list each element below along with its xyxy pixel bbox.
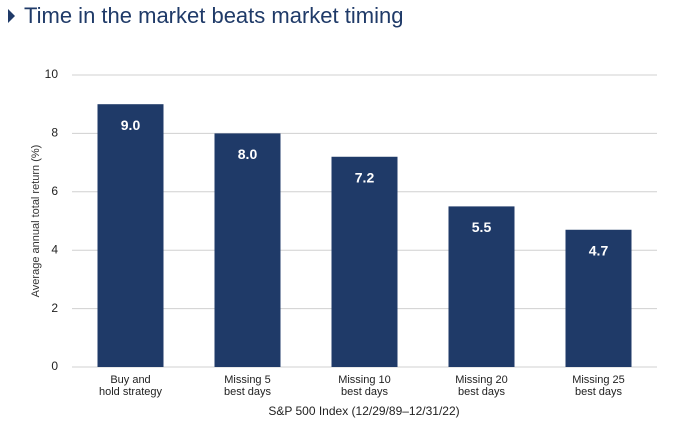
chart-title: Time in the market beats market timing	[24, 3, 403, 28]
x-tick-label: Buy and hold strategy	[99, 374, 162, 398]
bar	[97, 104, 164, 367]
x-tick-label: Missing 25 best days	[572, 374, 625, 398]
y-tick-label: 6	[51, 184, 58, 198]
y-axis-title: Average annual total return (%)	[30, 145, 42, 298]
y-tick-label: 8	[51, 126, 58, 140]
x-tick-label: Missing 5 best days	[223, 374, 272, 398]
y-tick-label: 4	[51, 242, 58, 256]
x-axis-title: S&P 500 Index (12/29/89–12/31/22)	[268, 404, 459, 418]
value-label: 9.0	[121, 117, 141, 133]
bar	[331, 156, 398, 367]
title-marker	[8, 9, 15, 23]
value-label: 7.2	[355, 169, 375, 185]
bar	[214, 133, 281, 367]
y-tick-label: 10	[45, 67, 59, 81]
value-label: 4.7	[589, 242, 609, 258]
bar	[565, 229, 632, 367]
x-tick-label: Missing 10 best days	[338, 374, 391, 398]
bar	[448, 206, 515, 367]
x-tick-label: Missing 20 best days	[455, 374, 508, 398]
value-label: 5.5	[472, 219, 492, 235]
y-tick-label: 0	[51, 359, 58, 373]
value-label: 8.0	[238, 146, 258, 162]
y-tick-label: 2	[51, 301, 58, 315]
